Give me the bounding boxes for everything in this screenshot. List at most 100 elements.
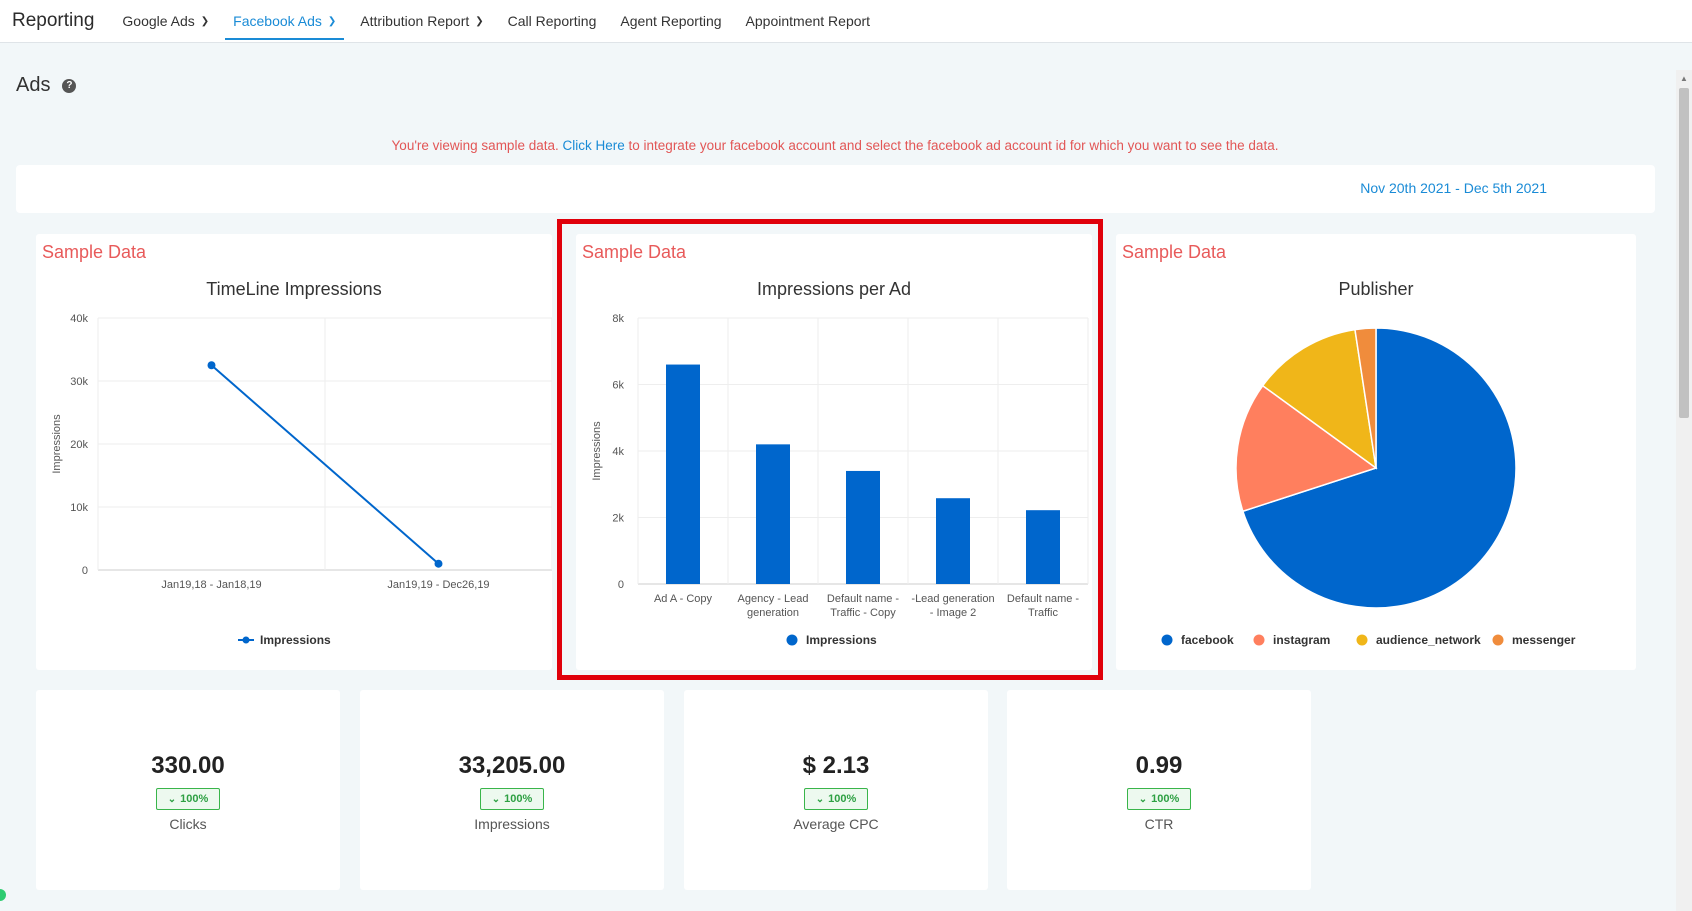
top-nav: Reporting Google Ads ❯ Facebook Ads ❯ Attr… — [0, 0, 1692, 43]
y-tick-label: 20k — [70, 439, 88, 451]
x-tick-label-line: - Image 2 — [930, 607, 976, 619]
kpi-value: 33,205.00 — [458, 752, 566, 779]
y-tick-label: 6k — [612, 380, 624, 392]
pie-slice-messenger — [1354, 327, 1377, 469]
y-tick-label: 0 — [82, 565, 88, 577]
sample-data-label: Sample Data — [1122, 242, 1227, 262]
sample-data-label: Sample Data — [582, 242, 687, 262]
date-bar: Nov 20th 2021 - Dec 5th 2021 — [16, 165, 1655, 213]
x-tick-label-line: -Lead generation — [911, 593, 994, 605]
change-value: 100% — [504, 793, 533, 805]
change-badge: ⌄ 100% — [156, 788, 220, 810]
bar-1 — [666, 364, 700, 584]
y-tick-label: 0 — [618, 579, 624, 591]
timeline-impressions-card: Sample Data TimeLine Impressions 0 10k 20k… — [36, 234, 552, 670]
legend-marker — [1356, 634, 1368, 646]
x-tick-label: Default name - Traffic - Copy — [827, 593, 899, 619]
y-tick-label: 8k — [612, 313, 624, 325]
notice-suffix: to integrate your facebook account and s… — [628, 138, 1279, 153]
change-value: 100% — [180, 793, 209, 805]
page-title-text: Ads — [16, 74, 51, 96]
kpi-label: Average CPC — [793, 816, 879, 832]
page-title: Ads ? — [16, 74, 77, 97]
legend-marker — [786, 634, 798, 646]
kpi-card-average-cpc: $ 2.13 ⌄ 100% Average CPC — [684, 690, 988, 890]
change-badge: ⌄ 100% — [480, 788, 544, 810]
chevron-down-icon: ⌄ — [167, 793, 177, 805]
legend-label: Impressions — [806, 633, 877, 647]
chart-title: TimeLine Impressions — [206, 279, 382, 299]
y-axis-label: Impressions — [591, 421, 603, 481]
scrollbar-thumb[interactable] — [1679, 88, 1689, 418]
impressions-per-ad-chart: 0 2k 4k 6k 8k Ad A - Copy Agency - Lead generat… — [591, 313, 1089, 647]
sample-data-notice: You're viewing sample data. Click Here t… — [0, 138, 1670, 153]
bar-3 — [846, 470, 880, 584]
nav-call-reporting-label: Call Reporting — [507, 13, 597, 29]
publisher-card: Sample Data Publisher facebook instagram a… — [1116, 234, 1636, 670]
chevron-down-icon: ❯ — [200, 15, 210, 27]
x-tick-label: Jan19,18 - Jan18,19 — [161, 579, 261, 591]
x-tick-label: Agency - Lead generation — [738, 593, 809, 619]
nav-attribution-report[interactable]: Attribution Report ❯ — [360, 0, 483, 43]
bar-4 — [936, 498, 970, 584]
x-tick-label-line: Traffic - Copy — [830, 607, 896, 619]
data-point — [434, 559, 443, 568]
legend-label: facebook — [1181, 633, 1234, 647]
notice-prefix: You're viewing sample data. — [391, 138, 559, 153]
change-value: 100% — [828, 793, 857, 805]
scroll-up-icon[interactable]: ▲ — [1680, 74, 1688, 83]
pie-slice-facebook — [1241, 327, 1517, 609]
x-tick-label-line: Traffic — [1028, 607, 1058, 619]
date-range-picker[interactable]: Nov 20th 2021 - Dec 5th 2021 — [1360, 180, 1547, 196]
legend-marker — [242, 636, 250, 644]
chevron-down-icon: ⌄ — [1138, 793, 1148, 805]
nav-google-ads-label: Google Ads — [122, 13, 195, 29]
y-axis-label: Impressions — [51, 414, 63, 474]
y-tick-label: 2k — [612, 513, 624, 525]
page-scrollbar[interactable]: ▲ — [1676, 70, 1692, 911]
legend-label: instagram — [1273, 633, 1330, 647]
chevron-down-icon: ⌄ — [491, 793, 501, 805]
legend-label: audience_network — [1376, 633, 1481, 647]
y-tick-label: 4k — [612, 446, 624, 458]
kpi-label: CTR — [1144, 816, 1174, 832]
nav-facebook-ads-label: Facebook Ads — [233, 13, 322, 29]
question-circle-icon[interactable]: ? — [62, 78, 77, 93]
publisher-chart: facebook instagram audience_network messeng… — [1161, 327, 1576, 647]
x-tick-label: Default name - Traffic — [1007, 593, 1079, 619]
x-tick-label-line: generation — [747, 607, 799, 619]
chevron-down-icon: ⌄ — [815, 793, 825, 805]
legend-marker — [1161, 634, 1173, 646]
nav-agent-reporting[interactable]: Agent Reporting — [620, 0, 721, 43]
nav-appointment-report[interactable]: Appointment Report — [746, 0, 871, 43]
impressions-per-ad-card: Sample Data Impressions per Ad 0 2k 4k 6k 8k… — [576, 234, 1092, 670]
chevron-down-icon: ❯ — [475, 15, 484, 27]
chevron-down-icon: ❯ — [327, 15, 337, 27]
sample-data-label: Sample Data — [42, 242, 147, 262]
change-badge: ⌄ 100% — [1127, 788, 1191, 810]
nav-facebook-ads[interactable]: Facebook Ads ❯ — [225, 0, 345, 43]
nav-appointment-report-label: Appointment Report — [745, 13, 871, 29]
kpi-card-ctr: 0.99 ⌄ 100% CTR — [1007, 690, 1311, 890]
nav-call-reporting[interactable]: Call Reporting — [508, 0, 597, 43]
chart-title: Publisher — [1338, 279, 1414, 299]
kpi-label: Clicks — [169, 816, 207, 832]
kpi-card-impressions: 33,205.00 ⌄ 100% Impressions — [360, 690, 664, 890]
x-tick-label: Ad A - Copy — [654, 593, 713, 605]
legend-marker — [1492, 634, 1504, 646]
nav-agent-reporting-label: Agent Reporting — [620, 13, 722, 29]
legend-marker — [1253, 634, 1265, 646]
change-value: 100% — [1151, 793, 1180, 805]
kpi-value: 330.00 — [151, 752, 225, 779]
pie-slice-audience_network — [1261, 328, 1378, 470]
kpi-card-clicks: 330.00 ⌄ 100% Clicks — [36, 690, 340, 890]
kpi-value: $ 2.13 — [802, 752, 870, 779]
status-dot — [0, 889, 6, 901]
click-here-link[interactable]: Click Here — [562, 138, 625, 153]
series-line-impressions — [210, 364, 440, 565]
x-tick-label-line: Default name - — [1007, 593, 1079, 605]
y-tick-label: 10k — [70, 502, 88, 514]
y-tick-label: 40k — [70, 313, 88, 325]
x-tick-label: -Lead generation - Image 2 — [911, 593, 994, 619]
nav-google-ads[interactable]: Google Ads ❯ — [122, 0, 209, 43]
